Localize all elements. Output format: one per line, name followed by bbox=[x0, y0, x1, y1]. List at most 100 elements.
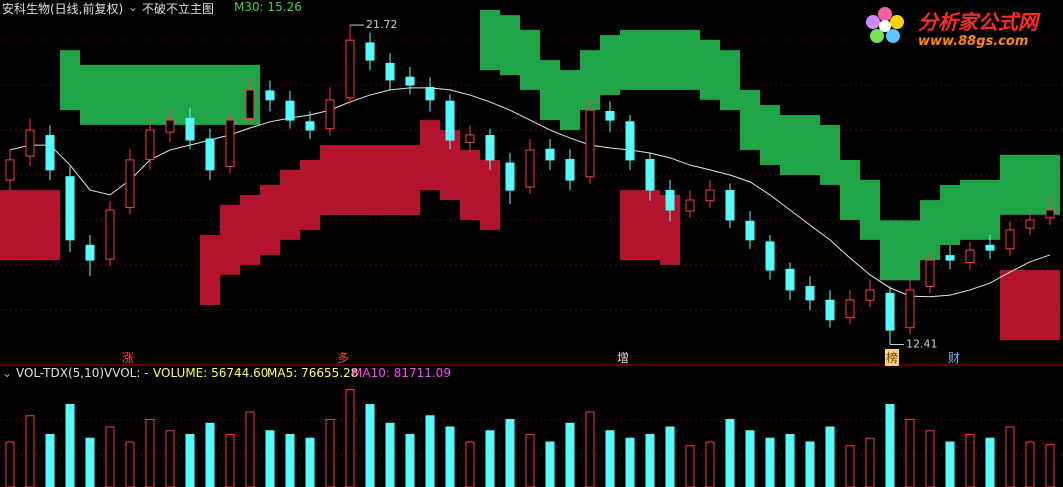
resistance-band bbox=[140, 64, 160, 125]
resistance-band bbox=[540, 60, 560, 121]
volume-bar bbox=[105, 426, 115, 487]
volume-indicator[interactable]: VOL-TDX(5,10) bbox=[16, 366, 105, 380]
dropdown-icon[interactable]: ⌄ bbox=[2, 366, 13, 380]
volume-bar bbox=[685, 445, 695, 487]
resistance-band bbox=[780, 114, 800, 175]
resistance-band bbox=[860, 179, 880, 240]
support-band bbox=[200, 235, 220, 306]
volume-bar bbox=[665, 426, 675, 487]
candle-body bbox=[1025, 219, 1035, 229]
candle-body bbox=[325, 99, 335, 130]
indicator-name[interactable]: 不破不立主图 bbox=[142, 2, 215, 16]
candle-body bbox=[225, 119, 235, 167]
marker[interactable]: 多 bbox=[337, 351, 350, 365]
candle-body bbox=[385, 62, 395, 81]
resistance-band bbox=[520, 29, 540, 90]
resistance-band bbox=[900, 220, 920, 281]
support-band bbox=[340, 145, 360, 216]
candle-body bbox=[965, 249, 975, 263]
candle-body bbox=[165, 119, 175, 133]
candle-body bbox=[805, 286, 815, 301]
volume-bar bbox=[585, 411, 595, 487]
marker[interactable]: 增 bbox=[617, 351, 630, 365]
candle-body bbox=[545, 148, 555, 161]
volume-bar bbox=[5, 441, 15, 487]
resistance-band bbox=[1040, 154, 1060, 215]
candle-body bbox=[125, 159, 135, 209]
candle-body bbox=[865, 289, 875, 301]
resistance-band bbox=[960, 179, 980, 240]
stock-title: 安科生物(日线,前复权) bbox=[2, 2, 124, 16]
resistance-band bbox=[580, 50, 600, 111]
support-band bbox=[280, 169, 300, 240]
support-band bbox=[640, 190, 660, 261]
candle-body bbox=[765, 241, 775, 271]
candle-body bbox=[885, 292, 895, 331]
support-band bbox=[660, 194, 680, 265]
support-band bbox=[360, 145, 380, 216]
marker[interactable]: 涨 bbox=[122, 351, 135, 365]
volume-bar bbox=[345, 389, 355, 487]
volume-bar bbox=[185, 434, 195, 487]
support-band bbox=[20, 190, 40, 261]
candle-body bbox=[705, 189, 715, 202]
resistance-band bbox=[500, 15, 520, 76]
volume-bar bbox=[325, 419, 335, 487]
volume-bar bbox=[545, 441, 555, 487]
candle-body bbox=[565, 159, 575, 181]
candle-body bbox=[665, 189, 675, 211]
logo bbox=[866, 7, 904, 43]
resistance-band bbox=[640, 29, 660, 90]
candle-body bbox=[425, 86, 435, 101]
candle-body bbox=[525, 149, 535, 188]
candle-body bbox=[945, 255, 955, 261]
volume-bar bbox=[25, 415, 35, 487]
support-band bbox=[0, 190, 20, 261]
volume-bar bbox=[645, 434, 655, 487]
candle-body bbox=[105, 209, 115, 260]
volume-bar bbox=[1045, 443, 1055, 487]
candle-body bbox=[25, 129, 35, 157]
volume-bar bbox=[405, 434, 415, 487]
resistance-band bbox=[880, 220, 900, 281]
resistance-band bbox=[920, 200, 940, 261]
volume-bar bbox=[945, 441, 955, 487]
dropdown-icon[interactable]: ⌄ bbox=[128, 0, 139, 14]
volume-bar bbox=[165, 430, 175, 487]
volume-bar bbox=[705, 441, 715, 487]
resistance-band bbox=[200, 64, 220, 125]
resistance-band bbox=[120, 64, 140, 125]
volume-bar bbox=[625, 437, 635, 487]
resistance-band bbox=[720, 50, 740, 111]
volume-bar bbox=[985, 437, 995, 487]
resistance-band bbox=[700, 39, 720, 100]
candle-body bbox=[585, 109, 595, 178]
candle-body bbox=[845, 299, 855, 318]
volume-bar bbox=[565, 422, 575, 487]
plot: 21.72 12.41 bbox=[0, 9, 1060, 487]
marker[interactable]: 榜 bbox=[885, 349, 900, 366]
candle-body bbox=[285, 100, 295, 121]
resistance-band bbox=[940, 184, 960, 245]
resistance-band bbox=[160, 64, 180, 125]
volume-bar bbox=[65, 404, 75, 487]
volume-bar bbox=[465, 441, 475, 487]
logo-title: 分析家公式网 bbox=[918, 10, 1038, 34]
support-band bbox=[220, 204, 240, 275]
candle-body bbox=[925, 259, 935, 288]
candle-body bbox=[5, 159, 15, 181]
candle-body bbox=[305, 121, 315, 131]
volume-bar bbox=[885, 404, 895, 487]
volume-bar bbox=[725, 419, 735, 487]
support-band bbox=[1040, 270, 1060, 341]
volume-bar bbox=[485, 430, 495, 487]
support-band bbox=[300, 159, 320, 230]
volume-bar bbox=[225, 434, 235, 487]
support-band bbox=[320, 145, 340, 216]
volume-bar bbox=[765, 437, 775, 487]
resistance-band bbox=[740, 89, 760, 150]
candle-body bbox=[505, 162, 515, 191]
volume-bar bbox=[1005, 426, 1015, 487]
marker[interactable]: 财 bbox=[948, 351, 961, 365]
